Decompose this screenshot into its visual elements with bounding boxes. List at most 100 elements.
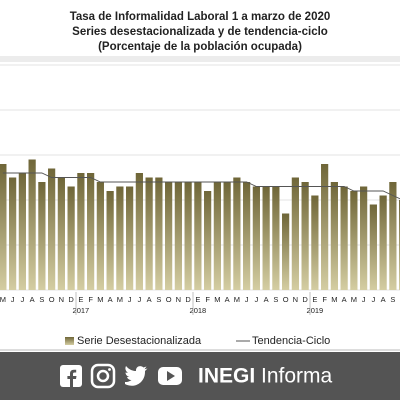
bar (9, 177, 17, 290)
bar (106, 191, 114, 290)
legend-label: Tendencia-Ciclo (252, 335, 330, 347)
x-tick-label: J (128, 295, 132, 304)
social-icons (60, 363, 182, 389)
x-tick-label: D (68, 295, 74, 304)
x-tick-label: A (381, 295, 386, 304)
bar (282, 213, 290, 290)
x-tick-label: E (312, 295, 317, 304)
x-tick-label: O (283, 295, 289, 304)
bar (311, 195, 319, 290)
bar (38, 182, 46, 290)
x-tick-label: J (138, 295, 142, 304)
instagram-icon[interactable] (90, 363, 116, 389)
bar (360, 186, 368, 290)
bar (350, 191, 358, 290)
x-tick-label: F (322, 295, 327, 304)
bar (126, 186, 134, 290)
x-tick-label: E (78, 295, 83, 304)
x-tick-label: M (351, 295, 357, 304)
band (0, 56, 400, 62)
bar (145, 177, 153, 290)
bar (165, 182, 173, 290)
chart-title: Tasa de Informalidad Laboral 1 a marzo d… (70, 11, 331, 23)
bar (184, 182, 192, 290)
x-tick-label: A (264, 295, 269, 304)
bar (96, 182, 104, 290)
footer-brand: INEGI (198, 365, 255, 388)
x-tick-label: D (185, 295, 191, 304)
x-tick-label: M (117, 295, 123, 304)
x-tick-label: F (88, 295, 93, 304)
x-tick-label: A (342, 295, 347, 304)
bar (77, 173, 85, 290)
x-tick-label: O (49, 295, 55, 304)
bar (213, 182, 221, 290)
chart-subtitle: Series desestacionalizada y de tendencia… (72, 26, 328, 38)
x-tick-label: J (255, 295, 259, 304)
x-tick-label: M (331, 295, 337, 304)
x-tick-label: J (21, 295, 25, 304)
bar (379, 195, 387, 290)
x-tick-label: M (234, 295, 240, 304)
x-tick-label: A (225, 295, 230, 304)
bar (155, 177, 163, 290)
x-tick-label: N (293, 295, 298, 304)
x-tick-label: N (176, 295, 181, 304)
bar (194, 182, 202, 290)
x-tick-label: N (59, 295, 64, 304)
bar (0, 164, 7, 290)
bar (389, 182, 397, 290)
x-tick-label: S (273, 295, 278, 304)
year-label: 2019 (307, 306, 324, 315)
x-tick-label: S (390, 295, 395, 304)
x-tick-label: M (97, 295, 103, 304)
bar (369, 204, 377, 290)
bar (204, 191, 212, 290)
bar (67, 186, 75, 290)
x-tick-label: M (214, 295, 220, 304)
x-tick-label: F (205, 295, 210, 304)
x-tick-label: D (302, 295, 308, 304)
x-tick-label: S (39, 295, 44, 304)
x-tick-label: E (195, 295, 200, 304)
x-tick-label: J (245, 295, 249, 304)
x-tick-label: M (0, 295, 6, 304)
bar (262, 186, 270, 290)
x-tick-label: A (108, 295, 113, 304)
trend-line (2, 172, 400, 200)
bar (252, 186, 260, 290)
bar (330, 182, 338, 290)
legend-label: Serie Desestacionalizada (77, 335, 202, 347)
bar (243, 182, 251, 290)
x-tick-label: J (11, 295, 15, 304)
bar (48, 168, 56, 290)
bar (57, 177, 65, 290)
x-tick-label: J (362, 295, 366, 304)
bar (301, 182, 309, 290)
year-label: 2017 (73, 306, 90, 315)
x-tick-label: A (147, 295, 152, 304)
x-tick-label: S (156, 295, 161, 304)
chart-subtitle: (Porcentaje de la población ocupada) (98, 41, 302, 53)
bar (18, 173, 26, 290)
bar (340, 186, 348, 290)
x-tick-label: A (30, 295, 35, 304)
bar (28, 159, 36, 290)
bar (233, 177, 241, 290)
bar (87, 173, 95, 290)
bar (272, 186, 280, 290)
year-label: 2018 (190, 306, 207, 315)
bar (321, 164, 329, 290)
x-tick-label: J (372, 295, 376, 304)
bar (174, 182, 182, 290)
bar (223, 182, 231, 290)
bar (116, 186, 124, 290)
footer-brand: Informa (261, 365, 333, 388)
bar (291, 177, 299, 290)
x-tick-label: O (166, 295, 172, 304)
legend-swatch (65, 337, 74, 345)
twitter-icon[interactable] (125, 366, 148, 386)
